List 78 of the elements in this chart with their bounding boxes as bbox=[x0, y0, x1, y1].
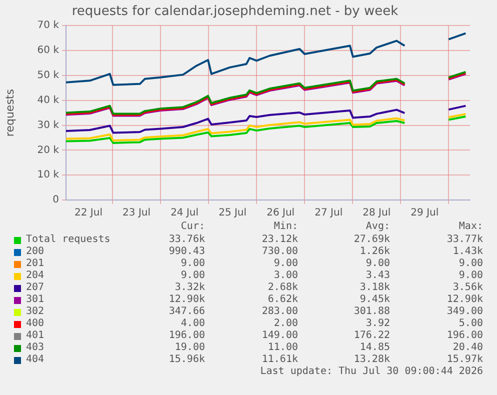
text: 15.97k bbox=[446, 354, 483, 366]
y-tick-label: 50 k bbox=[37, 70, 60, 82]
text: Avg: bbox=[366, 221, 390, 233]
legend-label: 400 bbox=[26, 318, 44, 330]
text: 349.00 bbox=[446, 306, 483, 318]
text: 20.40 bbox=[452, 342, 483, 354]
text: 2.00 bbox=[274, 318, 298, 330]
text: 5.00 bbox=[458, 318, 483, 330]
y-axis-title: requests bbox=[3, 88, 16, 137]
legend-label: Total requests bbox=[26, 234, 110, 246]
text: Max: bbox=[458, 221, 483, 233]
text: 9.00 bbox=[366, 258, 390, 270]
y-tick-label: 40 k bbox=[37, 94, 60, 106]
text: 3.00 bbox=[274, 270, 298, 282]
legend-label: 404 bbox=[26, 354, 44, 366]
legend-label: 207 bbox=[26, 282, 44, 294]
text: 301.88 bbox=[354, 306, 390, 318]
legend-label: 403 bbox=[26, 342, 44, 354]
legend-label: 401 bbox=[26, 330, 44, 342]
text: 3.92 bbox=[366, 318, 390, 330]
text: 13.28k bbox=[354, 354, 390, 366]
text: 3.56k bbox=[452, 282, 483, 294]
text: 11.00 bbox=[268, 342, 298, 354]
x-tick-label: 28 Jul bbox=[362, 208, 391, 219]
text: 2.68k bbox=[268, 282, 298, 294]
text: 6.62k bbox=[268, 294, 298, 306]
text: 1.26k bbox=[360, 246, 390, 258]
legend-label: 301 bbox=[26, 294, 44, 306]
y-tick-label: 60 k bbox=[37, 45, 60, 56]
chart-title: requests for calendar.josephdeming.net - by week bbox=[72, 4, 399, 20]
y-tick-label: 70 k bbox=[37, 20, 60, 32]
text: 27.69k bbox=[354, 234, 390, 246]
text: 347.66 bbox=[168, 306, 205, 318]
text: 9.00 bbox=[458, 270, 483, 282]
y-tick-label: 0 bbox=[52, 194, 59, 206]
text: 9.00 bbox=[180, 270, 205, 282]
x-tick-label: 22 Jul bbox=[74, 208, 102, 219]
y-tick-label: 10 k bbox=[37, 170, 60, 181]
text: 9.00 bbox=[180, 258, 205, 270]
text: 3.18k bbox=[360, 282, 390, 294]
y-tick-label: 20 k bbox=[37, 144, 60, 156]
text: 33.76k bbox=[168, 234, 205, 246]
text: 196.00 bbox=[446, 330, 483, 342]
legend-label: 201 bbox=[26, 258, 44, 270]
text: 176.22 bbox=[354, 330, 390, 342]
text: 3.32k bbox=[174, 282, 205, 294]
text: 12.90k bbox=[168, 294, 205, 306]
text: Cur: bbox=[180, 221, 205, 233]
x-tick-label: 27 Jul bbox=[314, 208, 343, 219]
text: 33.77k bbox=[446, 234, 483, 246]
text: 4.00 bbox=[180, 318, 205, 330]
legend-label: 204 bbox=[26, 270, 44, 282]
text: 14.85 bbox=[360, 342, 390, 354]
text: 9.00 bbox=[458, 258, 483, 270]
text: 9.00 bbox=[274, 258, 298, 270]
text: 283.00 bbox=[262, 306, 298, 318]
x-tick-label: 24 Jul bbox=[170, 208, 199, 219]
text: 15.96k bbox=[168, 354, 205, 366]
y-tick-label: 30 k bbox=[37, 120, 60, 131]
text: Min: bbox=[274, 221, 298, 233]
text: 196.00 bbox=[168, 330, 205, 342]
legend-label: 200 bbox=[26, 246, 44, 258]
text: 23.12k bbox=[262, 234, 298, 246]
legend-label: 302 bbox=[26, 306, 44, 318]
x-tick-label: 26 Jul bbox=[266, 208, 295, 219]
text: 3.43 bbox=[366, 270, 390, 282]
text: 11.61k bbox=[262, 354, 298, 366]
text: Last update: Thu Jul 30 09:00:44 2026 bbox=[260, 366, 483, 378]
text: 1.43k bbox=[452, 246, 483, 258]
text: 19.00 bbox=[174, 342, 205, 354]
x-tick-label: 23 Jul bbox=[122, 208, 151, 219]
text: 149.00 bbox=[262, 330, 298, 342]
text: 990.43 bbox=[168, 246, 205, 258]
x-tick-label: 29 Jul bbox=[410, 208, 439, 219]
text: 730.00 bbox=[262, 246, 298, 258]
text: 12.90k bbox=[446, 294, 483, 306]
text: 9.45k bbox=[360, 294, 390, 306]
x-tick-label: 25 Jul bbox=[218, 208, 247, 219]
